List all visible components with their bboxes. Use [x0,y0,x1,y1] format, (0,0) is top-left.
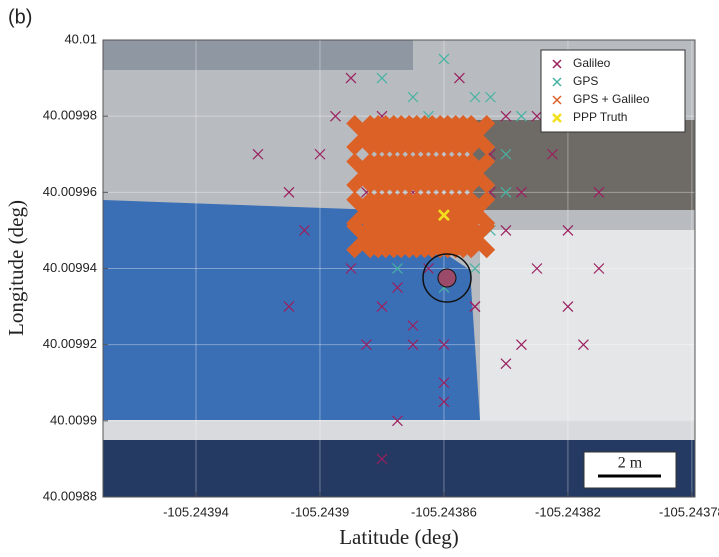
y-tick-label: 40.00998 [43,108,97,123]
marker [516,339,527,351]
marker [552,95,562,105]
marker [423,263,434,274]
marker [552,77,562,87]
marker [469,263,481,274]
marker [454,72,465,84]
marker [438,53,450,65]
marker [283,301,295,313]
marker [485,91,496,103]
marker [500,224,512,236]
marker [593,186,605,198]
marker [469,91,481,103]
marker [345,72,357,84]
marker [438,209,450,222]
marker [252,148,264,160]
y-axis-label: Longitude (deg) [4,200,28,336]
marker [531,110,543,122]
marker [552,113,562,123]
marker [361,339,372,351]
marker [500,358,512,370]
marker [438,339,450,351]
y-tick-label: 40.0099 [50,412,97,427]
highlight-circle [422,253,472,303]
marker [454,114,496,156]
marker [516,110,527,122]
marker [407,320,419,332]
highlight-dot [437,268,457,288]
y-tick-label: 40.00992 [43,336,97,351]
marker [407,91,419,103]
marker [500,186,512,198]
y-tick-label: 40.00996 [43,184,97,199]
legend-box [540,49,686,133]
x-tick-label: -105.24378 [659,504,719,519]
marker [516,186,527,198]
marker [299,224,310,236]
panel-label: (b) [8,6,32,28]
marker [376,301,388,313]
marker [392,415,403,427]
y-tick-label: 40.00994 [43,260,97,275]
marker [392,263,403,274]
marker [438,377,450,389]
marker [345,263,357,274]
marker [314,148,326,160]
marker [500,110,512,122]
marker [500,148,512,160]
marker [552,59,562,69]
marker [546,148,558,160]
marker [531,263,543,274]
marker [562,224,574,236]
legend-label: GPS [573,74,598,88]
marker [392,282,403,293]
y-tick-label: 40.00988 [43,488,97,503]
legend-label: PPP Truth [573,110,627,124]
marker [407,339,419,351]
marker [562,301,574,313]
marker [454,217,496,259]
y-tick-label: 40.01 [64,31,97,46]
x-tick-label: -105.24382 [535,504,601,519]
x-axis-label: Latitude (deg) [339,525,459,549]
marker [330,110,341,122]
marker [438,396,450,408]
marker [469,301,481,313]
marker [376,72,388,84]
x-tick-label: -105.2439 [291,504,350,519]
marker [376,453,388,465]
legend-label: GPS + Galileo [573,92,650,106]
legend-label: Galileo [573,56,611,70]
marker [283,186,295,198]
x-tick-label: -105.24386 [411,504,477,519]
scale-box [583,451,677,489]
marker [593,263,605,274]
marker [577,339,589,351]
marker [454,153,496,194]
x-tick-label: -105.24394 [163,504,229,519]
scale-label: 2 m [618,455,643,472]
